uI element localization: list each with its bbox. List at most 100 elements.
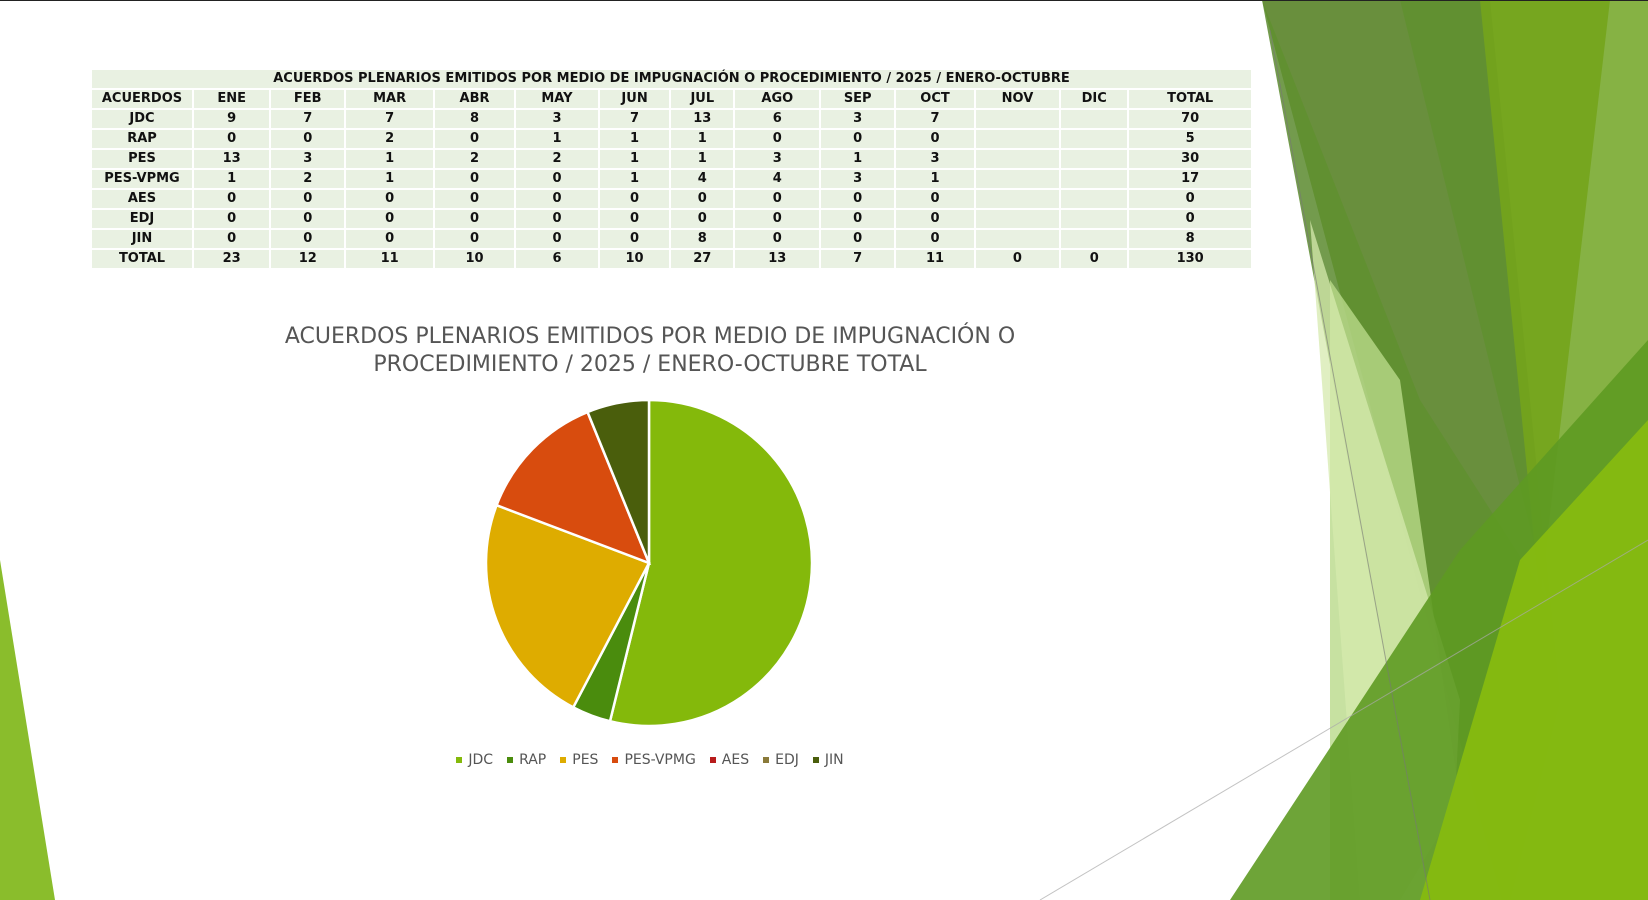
table-cell: 0 (599, 210, 670, 228)
table-cell: 0 (346, 210, 434, 228)
pie-slice-pes-vpmg (494, 410, 652, 566)
row-label: JDC (92, 110, 192, 128)
column-header: MAY (515, 90, 598, 108)
column-header: SEP (821, 90, 895, 108)
legend-swatch (612, 757, 619, 763)
table-cell: 1 (671, 150, 734, 168)
table-cell: 0 (435, 170, 514, 188)
table-cell: 4 (671, 170, 734, 188)
legend-item-jin: JIN (812, 752, 844, 768)
table-cell: 0 (821, 130, 895, 148)
legend-label: PES (572, 752, 599, 768)
table-cell: 12 (271, 250, 345, 268)
table-cell: 0 (896, 130, 974, 148)
table-cell (1061, 230, 1128, 248)
legend-item-edj: EDJ (763, 752, 799, 768)
table-cell: 0 (346, 230, 434, 248)
legend-item-pes-vpmg: PES-VPMG (612, 752, 696, 768)
column-header: DIC (1061, 90, 1128, 108)
table-cell: 0 (671, 210, 734, 228)
table-cell: 10 (435, 250, 514, 268)
table-row: AES 0 0 0 0 0 0 0 0 0 0 0 (92, 190, 1251, 208)
table-cell: 1 (599, 130, 670, 148)
table-cell (975, 150, 1060, 168)
column-header: MAR (346, 90, 434, 108)
table-cell: 0 (896, 190, 974, 208)
legend-label: AES (721, 752, 750, 768)
table-cell (975, 190, 1060, 208)
table-cell: 0 (671, 190, 734, 208)
top-border (0, 0, 1648, 1)
legend-swatch (709, 757, 716, 763)
column-header: JUN (599, 90, 670, 108)
table-title: ACUERDOS PLENARIOS EMITIDOS POR MEDIO DE… (92, 70, 1251, 88)
table-row: PES-VPMG 1 2 1 0 0 1 4 4 3 1 17 (92, 170, 1251, 188)
table-cell: 1 (194, 170, 270, 188)
table-cell: 0 (515, 190, 598, 208)
table-cell (1061, 190, 1128, 208)
table-cell: 3 (896, 150, 974, 168)
table-header-row: ACUERDOS ENE FEB MAR ABR MAY JUN JUL AGO SEP OCT NO… (92, 90, 1251, 108)
table-cell: 6 (515, 250, 598, 268)
row-label: JIN (92, 230, 192, 248)
table-row: JIN 0 0 0 0 0 0 8 0 0 0 8 (92, 230, 1251, 248)
table-cell: 5 (1129, 130, 1251, 148)
chart-title-line1: ACUERDOS PLENARIOS EMITIDOS POR MEDIO DE… (284, 324, 1016, 349)
table-row: EDJ 0 0 0 0 0 0 0 0 0 0 0 (92, 210, 1251, 228)
legend-item-pes: PES (560, 752, 598, 768)
table-cell: 7 (271, 110, 345, 128)
table-row: JDC 9 7 7 8 3 7 13 6 3 7 70 (92, 110, 1251, 128)
table-cell: 1 (896, 170, 974, 188)
table-title-row: ACUERDOS PLENARIOS EMITIDOS POR MEDIO DE… (92, 70, 1251, 88)
table-cell (975, 230, 1060, 248)
table-cell: 0 (271, 130, 345, 148)
table-cell: 1 (346, 170, 434, 188)
table-cell: 0 (896, 230, 974, 248)
legend-swatch (456, 757, 463, 763)
legend-swatch (812, 757, 819, 763)
table-cell: 2 (515, 150, 598, 168)
legend-label: EDJ (775, 752, 799, 768)
table-row: TOTAL 23 12 11 10 6 10 27 13 7 11 0 0 130 (92, 250, 1251, 268)
table-cell: 8 (671, 230, 734, 248)
table-cell: 0 (271, 190, 345, 208)
table-cell: 0 (515, 210, 598, 228)
chart-title: ACUERDOS PLENARIOS EMITIDOS POR MEDIO DE… (250, 323, 1050, 379)
table-body: JDC 9 7 7 8 3 7 13 6 3 7 70 RAP 0 0 2 0 1 1 1 0 0 0 5 PES 13 3 1 2 2 1… (92, 110, 1251, 268)
table-cell: 0 (896, 210, 974, 228)
legend-item-rap: RAP (507, 752, 546, 768)
pie-slice-jin (585, 398, 651, 564)
table-cell: 0 (515, 230, 598, 248)
table-cell (975, 130, 1060, 148)
table-cell: 1 (346, 150, 434, 168)
table-cell: 0 (515, 170, 598, 188)
column-header: NOV (975, 90, 1060, 108)
legend-label: JIN (824, 752, 844, 768)
table-cell: 0 (271, 210, 345, 228)
table-cell: 7 (896, 110, 974, 128)
legend-label: RAP (519, 752, 547, 768)
table-cell: 13 (735, 250, 820, 268)
pie-slice-pes (484, 503, 651, 710)
table-cell: 0 (194, 230, 270, 248)
row-label: RAP (92, 130, 192, 148)
row-label: EDJ (92, 210, 192, 228)
table-cell: 17 (1129, 170, 1251, 188)
table-cell: 0 (975, 250, 1060, 268)
table-cell: 3 (735, 150, 820, 168)
legend-label: PES-VPMG (624, 752, 696, 768)
table-cell: 8 (1129, 230, 1251, 248)
table-cell: 7 (599, 110, 670, 128)
table-cell: 7 (821, 250, 895, 268)
table-cell: 27 (671, 250, 734, 268)
legend-item-jdc: JDC (456, 752, 493, 768)
table-cell: 0 (435, 130, 514, 148)
table-cell: 9 (194, 110, 270, 128)
table-cell: 1 (821, 150, 895, 168)
data-table: ACUERDOS PLENARIOS EMITIDOS POR MEDIO DE… (90, 68, 1253, 270)
table-cell: 11 (346, 250, 434, 268)
table-cell (1061, 170, 1128, 188)
column-header: ENE (194, 90, 270, 108)
table-cell: 13 (194, 150, 270, 168)
